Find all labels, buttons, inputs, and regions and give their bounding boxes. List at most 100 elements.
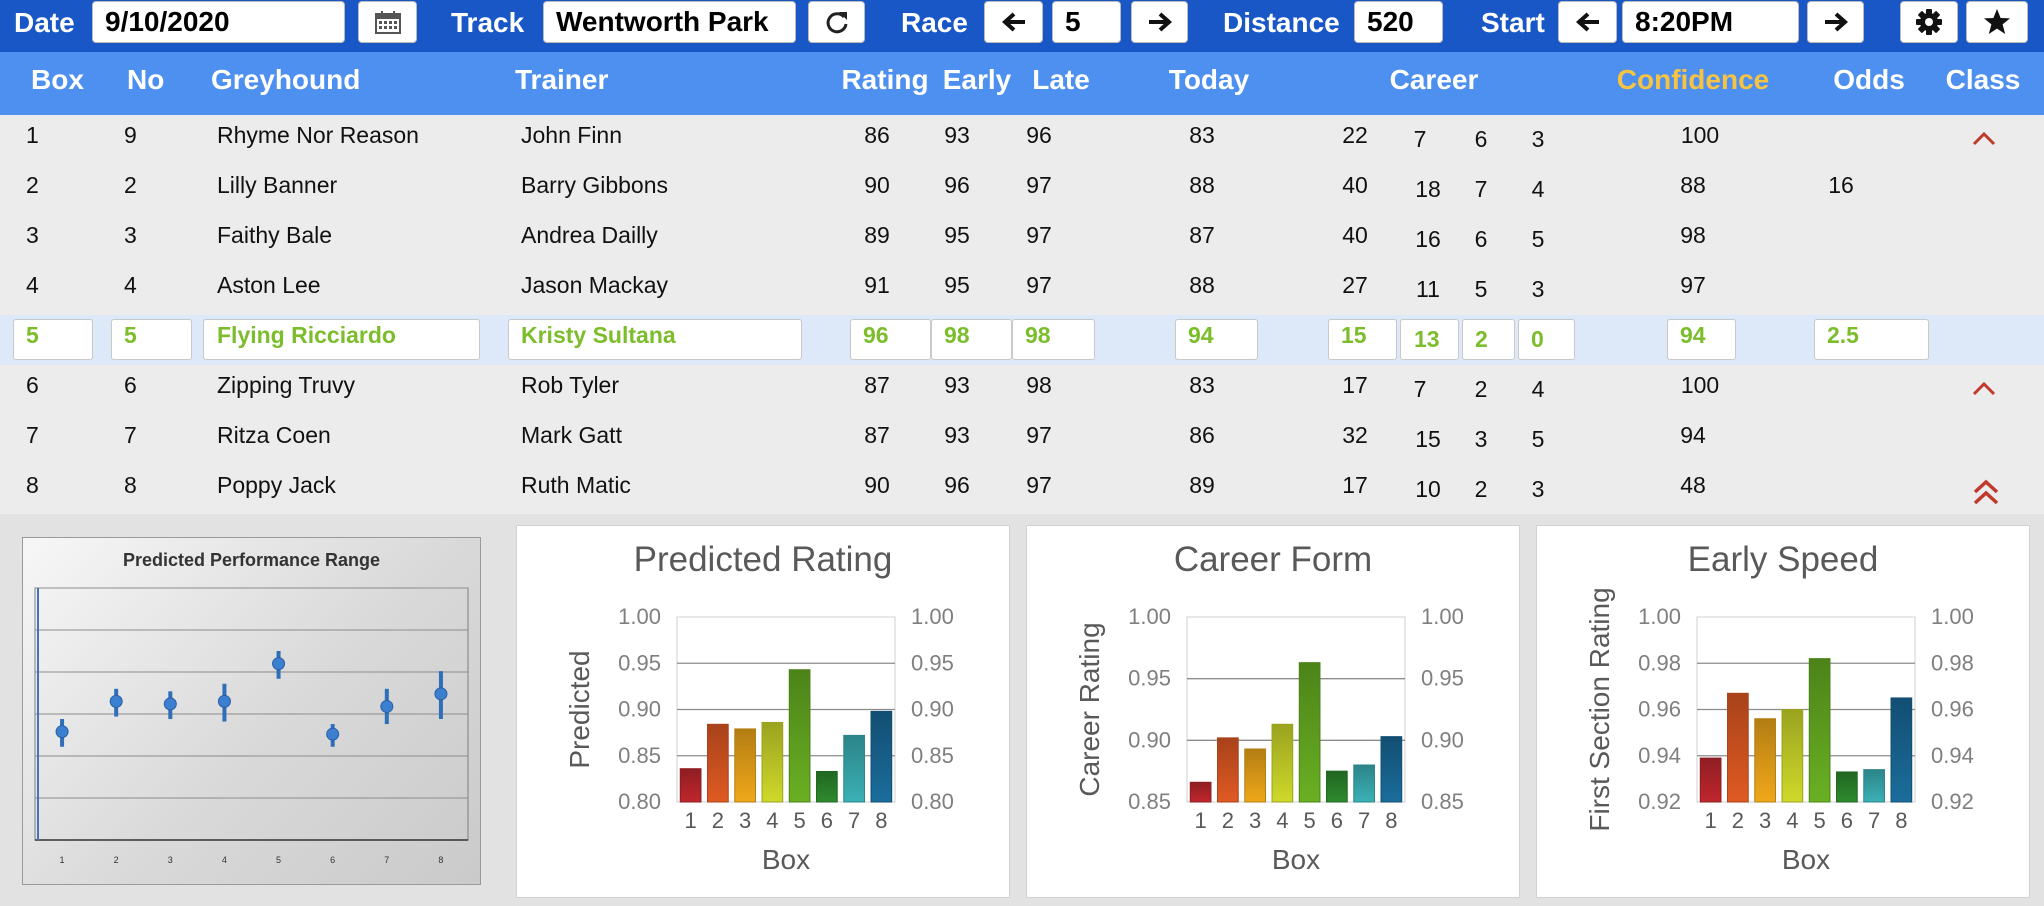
refresh-button[interactable] — [808, 1, 865, 43]
col-early[interactable]: Early — [942, 64, 1012, 95]
range-point — [55, 725, 69, 739]
race-prev-button[interactable] — [984, 1, 1043, 43]
greyhound-cell: Flying Ricciardo — [217, 322, 396, 348]
race-next-button[interactable] — [1131, 1, 1188, 43]
box-field[interactable] — [13, 319, 93, 360]
col-rating[interactable]: Rating — [841, 64, 929, 95]
career-starts-field[interactable] — [1328, 319, 1397, 360]
confidence-cell: 100 — [1680, 372, 1720, 398]
confidence-cell: 94 — [1680, 422, 1706, 448]
box-cell: 1 — [26, 122, 39, 148]
trainer-field[interactable] — [508, 319, 802, 360]
settings-button[interactable] — [1900, 1, 1958, 43]
early-cell: 96 — [944, 172, 970, 198]
race-input[interactable]: 5 — [1052, 1, 1121, 43]
date-input[interactable]: 9/10/2020 — [92, 1, 345, 43]
y-tick-label: 0.92 — [1638, 789, 1681, 814]
early-cell: 95 — [944, 222, 970, 248]
career-thirds-field[interactable] — [1518, 319, 1575, 360]
table-row[interactable]: 7 7 Ritza Coen Mark Gatt 87 93 97 86 32 … — [0, 415, 2044, 465]
greyhound-cell: Rhyme Nor Reason — [217, 122, 419, 148]
y-tick-label: 1.00 — [1638, 604, 1681, 629]
col-career[interactable]: Career — [1389, 64, 1479, 95]
table-row[interactable]: 6 6 Zipping Truvy Rob Tyler 87 93 98 83 … — [0, 365, 2044, 415]
table-row[interactable]: 1 9 Rhyme Nor Reason John Finn 86 93 96 … — [0, 115, 2044, 165]
career-wins-cell: 13 — [1414, 326, 1440, 352]
bar — [816, 770, 838, 803]
y2-tick-label: 0.85 — [1421, 789, 1464, 814]
col-late[interactable]: Late — [1032, 64, 1090, 95]
today-cell: 83 — [1189, 122, 1215, 148]
career-seconds-field[interactable] — [1462, 319, 1515, 360]
career-wins-field[interactable] — [1400, 319, 1459, 360]
trainer-cell: Kristy Sultana — [521, 322, 676, 348]
today-field[interactable] — [1175, 319, 1258, 360]
y-tick-label: 0.90 — [1128, 727, 1171, 752]
bar — [707, 723, 729, 803]
chart-title: Predicted Performance Range — [122, 550, 381, 570]
range-point — [163, 697, 177, 711]
calendar-icon — [374, 11, 401, 34]
rating-cell: 90 — [864, 472, 890, 498]
confidence-field[interactable] — [1667, 319, 1736, 360]
today-cell: 94 — [1188, 322, 1214, 348]
career-seconds-cell: 2 — [1474, 476, 1488, 502]
col-box[interactable]: Box — [31, 64, 84, 95]
range-point — [217, 694, 231, 708]
range-point — [380, 699, 394, 713]
x-tick-label: 4 — [222, 855, 227, 865]
bar — [1781, 709, 1804, 803]
x-tick-label: 1 — [60, 855, 65, 865]
early-cell: 93 — [944, 372, 970, 398]
calendar-button[interactable] — [358, 1, 417, 43]
career-wins-cell: 16 — [1415, 226, 1441, 252]
track-label: Track — [451, 7, 525, 38]
y2-tick-label: 0.95 — [1421, 666, 1464, 691]
range-point — [109, 694, 123, 708]
bar — [761, 721, 784, 803]
career-starts-cell: 17 — [1342, 472, 1368, 498]
x-tick-label: 6 — [1331, 808, 1343, 833]
y-tick-label: 0.94 — [1638, 743, 1681, 768]
x-tick-label: 5 — [794, 808, 806, 833]
favourite-button[interactable] — [1966, 1, 2028, 43]
odds-cell: 2.5 — [1827, 322, 1859, 348]
late-field[interactable] — [1012, 319, 1095, 360]
career-thirds-cell: 3 — [1531, 276, 1545, 302]
track-input[interactable]: Wentworth Park — [543, 1, 796, 43]
bar — [1754, 718, 1776, 803]
gear-icon — [1916, 9, 1942, 35]
today-cell: 87 — [1189, 222, 1215, 248]
career-starts-cell: 27 — [1342, 272, 1368, 298]
career-thirds-cell: 3 — [1531, 126, 1545, 152]
early-field[interactable] — [931, 319, 1012, 360]
start-prev-button[interactable] — [1558, 1, 1617, 43]
rating-cell: 91 — [864, 272, 890, 298]
table-row[interactable]: 3 3 Faithy Bale Andrea Dailly 89 95 97 8… — [0, 215, 2044, 265]
col-trainer[interactable]: Trainer — [515, 64, 609, 95]
greyhound-cell: Faithy Bale — [217, 222, 333, 248]
start-next-button[interactable] — [1807, 1, 1864, 43]
table-row[interactable]: 4 4 Aston Lee Jason Mackay 91 95 97 88 2… — [0, 265, 2044, 315]
career-thirds-cell: 5 — [1531, 426, 1545, 452]
col-no[interactable]: No — [127, 64, 165, 95]
table-row[interactable]: 2 2 Lilly Banner Barry Gibbons 90 96 97 … — [0, 165, 2044, 215]
box-cell: 4 — [26, 272, 39, 298]
table-row-selected[interactable]: 5 5 Flying Ricciardo Kristy Sultana 96 9… — [0, 315, 2044, 365]
distance-input[interactable]: 520 — [1354, 1, 1443, 43]
x-tick-label: 6 — [330, 855, 335, 865]
y-tick-label: 1.00 — [618, 604, 661, 629]
col-today[interactable]: Today — [1168, 64, 1250, 95]
col-confidence[interactable]: Confidence — [1616, 64, 1770, 95]
start-time-input[interactable]: 8:20PM — [1622, 1, 1799, 43]
bar — [1353, 764, 1375, 803]
col-greyhound[interactable]: Greyhound — [211, 64, 361, 95]
rating-field[interactable] — [850, 319, 931, 360]
table-row[interactable]: 8 8 Poppy Jack Ruth Matic 90 96 97 89 17… — [0, 465, 2044, 515]
greyhound-field[interactable] — [203, 319, 480, 360]
col-class[interactable]: Class — [1945, 64, 2021, 95]
odds-field[interactable] — [1814, 319, 1929, 360]
range-point — [272, 657, 286, 671]
col-odds[interactable]: Odds — [1833, 64, 1905, 95]
no-field[interactable] — [111, 319, 192, 360]
